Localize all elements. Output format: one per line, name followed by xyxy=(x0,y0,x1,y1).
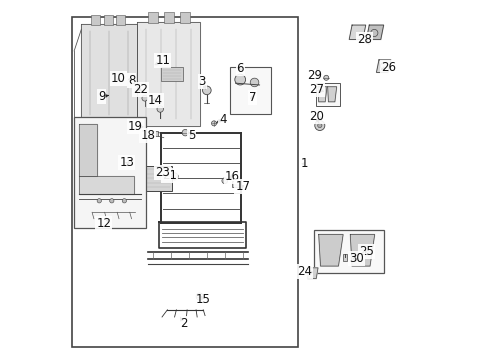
Bar xyxy=(343,253,346,261)
Circle shape xyxy=(317,123,321,128)
Text: 3: 3 xyxy=(198,75,205,88)
Circle shape xyxy=(314,121,324,131)
Bar xyxy=(74,117,145,228)
Text: 18: 18 xyxy=(140,129,155,142)
Text: 15: 15 xyxy=(195,293,210,306)
Text: 4: 4 xyxy=(219,113,226,126)
Text: 21: 21 xyxy=(162,169,177,182)
Text: 6: 6 xyxy=(236,62,244,75)
Bar xyxy=(136,123,146,128)
Bar xyxy=(161,67,183,81)
Bar xyxy=(164,12,174,23)
Text: 2: 2 xyxy=(180,317,187,330)
Text: 28: 28 xyxy=(356,33,371,46)
Polygon shape xyxy=(318,234,343,266)
Text: 10: 10 xyxy=(111,72,125,85)
Text: 9: 9 xyxy=(98,90,105,103)
Bar xyxy=(316,83,339,107)
Bar xyxy=(104,15,112,25)
Circle shape xyxy=(211,121,216,126)
Bar xyxy=(150,131,158,136)
Polygon shape xyxy=(366,25,383,40)
Polygon shape xyxy=(79,125,97,176)
Text: 14: 14 xyxy=(148,94,163,107)
Text: 19: 19 xyxy=(127,121,142,134)
Text: 20: 20 xyxy=(308,110,323,123)
Text: 1: 1 xyxy=(301,157,308,170)
Circle shape xyxy=(142,95,147,101)
Polygon shape xyxy=(81,24,137,123)
Polygon shape xyxy=(376,60,390,72)
Circle shape xyxy=(222,178,227,184)
Text: 27: 27 xyxy=(308,83,323,96)
Circle shape xyxy=(122,199,126,203)
Text: 12: 12 xyxy=(96,217,111,230)
Circle shape xyxy=(182,130,188,136)
Text: 24: 24 xyxy=(297,265,312,278)
Text: 30: 30 xyxy=(348,252,363,265)
Text: 17: 17 xyxy=(235,180,250,193)
Text: 16: 16 xyxy=(224,170,239,183)
Bar xyxy=(314,230,384,273)
Bar xyxy=(230,67,271,114)
Text: 29: 29 xyxy=(306,69,321,82)
Text: 11: 11 xyxy=(155,54,170,67)
Polygon shape xyxy=(327,87,336,102)
Circle shape xyxy=(171,173,178,180)
Polygon shape xyxy=(317,87,326,102)
Text: 13: 13 xyxy=(119,156,134,169)
Text: 26: 26 xyxy=(380,60,395,73)
Circle shape xyxy=(323,75,328,80)
Circle shape xyxy=(250,78,258,87)
Bar xyxy=(91,15,100,25)
Bar xyxy=(143,166,172,191)
Bar xyxy=(116,15,125,25)
Polygon shape xyxy=(307,268,317,279)
Polygon shape xyxy=(349,234,374,266)
Polygon shape xyxy=(79,176,134,194)
Circle shape xyxy=(157,106,163,112)
Text: 23: 23 xyxy=(155,166,170,179)
Bar xyxy=(180,12,190,23)
Text: 22: 22 xyxy=(133,83,148,96)
Circle shape xyxy=(202,86,211,95)
Text: 25: 25 xyxy=(358,245,373,258)
Circle shape xyxy=(234,74,245,85)
Circle shape xyxy=(196,293,203,300)
Text: 7: 7 xyxy=(248,91,256,104)
Bar xyxy=(231,181,239,187)
Polygon shape xyxy=(348,25,365,40)
Bar xyxy=(148,12,158,23)
Text: 8: 8 xyxy=(127,74,135,87)
Circle shape xyxy=(97,199,101,203)
Polygon shape xyxy=(137,22,199,126)
Text: 5: 5 xyxy=(187,129,195,142)
Bar xyxy=(72,17,297,347)
Circle shape xyxy=(109,199,114,203)
